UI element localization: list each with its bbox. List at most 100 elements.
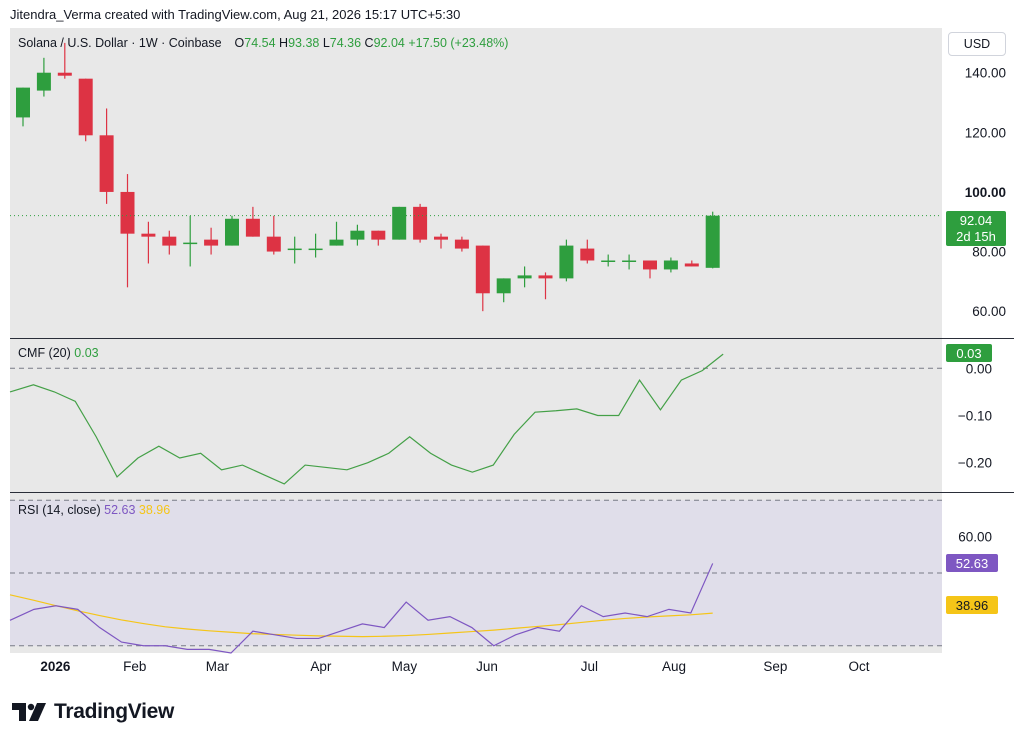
candle-body-6 [141,233,156,237]
price-badge-countdown: 2d 15h [956,229,996,244]
time-axis-bg [10,653,1014,680]
candle-body-1 [36,72,51,91]
candle-body-7 [162,236,177,246]
candle-body-25 [538,275,553,279]
candle-body-8 [183,242,198,245]
rsi-ma-badge: 38.96 [946,596,998,614]
rsi-badge: 52.63 [946,554,998,572]
rsi-legend: RSI (14, close) 52.63 38.96 [18,503,170,517]
candle-body-5 [120,191,135,234]
legend-open-value: 74.54 [244,36,276,50]
candle-body-15 [329,239,344,246]
candle-body-27 [580,248,595,261]
price-tick-1: 120.00 [965,125,1006,140]
rsi-badge-value: 52.63 [956,556,989,571]
cmf-legend-value: 0.03 [74,346,99,360]
legend-symbol[interactable]: Solana / U.S. Dollar · 1W · Coinbase [18,36,222,50]
candle-body-4 [99,135,114,192]
price-tick-3: 80.00 [972,245,1006,260]
candle-body-26 [559,245,574,279]
rsi-ma-badge-bg [946,596,998,614]
rsi-line [9,563,714,654]
candle-body-22 [475,245,490,294]
time-label-0: 2026 [40,659,71,674]
time-label-3: Apr [310,659,332,674]
legend-high-value: 93.38 [288,36,320,50]
legend-l-label: L [322,36,330,50]
rsi-ma-line [9,594,713,638]
candle-body-10 [225,218,239,246]
price-axis: 140.00 120.00 100.00 80.00 60.00 0.00 −0.10 −0.… [958,66,1006,545]
time-axis: 2026 Feb Mar Apr May Jun Jul Aug Sep Oct [40,659,869,674]
candle-body-17 [371,230,386,240]
price-legend: Solana / U.S. Dollar · 1W · Coinbase O74… [18,36,508,50]
rsi-badge-bg [946,554,998,572]
legend-close-value: 92.04 [373,36,405,50]
time-label-7: Aug [662,659,686,674]
cmf-badge-bg [946,344,992,362]
cmf-pane-bg [10,339,942,492]
time-label-1: Feb [123,659,146,674]
tradingview-logo-icon [12,703,46,721]
cmf-tick-2: −0.20 [958,456,992,471]
currency-button[interactable]: USD [948,32,1006,56]
price-tick-4: 60.00 [972,304,1006,319]
candle-body-24 [517,275,532,279]
price-badge-bg [946,211,1006,246]
rsi-band-group [10,499,942,647]
candle-body-20 [434,236,448,240]
candle-body-12 [266,236,281,252]
time-label-6: Jul [581,659,598,674]
legend-c-label: C [364,36,374,50]
rsi-legend-label[interactable]: RSI (14, close) [18,503,101,517]
price-tick-2: 100.00 [965,185,1006,200]
legend-o-label: O [234,36,245,50]
cmf-badge-value: 0.03 [956,346,981,361]
rsi-ma-badge-value: 38.96 [956,598,989,613]
legend-h-label: H [279,36,289,50]
candle-body-3 [78,78,93,136]
candle-body-33 [705,215,720,268]
candle-body-9 [204,239,219,246]
cmf-line [9,353,724,485]
time-label-5: Jun [476,659,498,674]
time-label-8: Sep [763,659,787,674]
candle-body-19 [413,206,428,240]
price-series [10,42,942,312]
candle-body-31 [663,260,678,270]
axis-bg [942,28,1014,653]
candle-body-13 [287,248,302,251]
price-badge-value: 92.04 [960,213,993,228]
cmf-legend-label[interactable]: CMF (20) [18,346,71,360]
cmf-legend: CMF (20) 0.03 [18,346,99,360]
rsi-series [9,563,714,654]
legend-change: +17.50 (+23.48%) [408,36,509,50]
chart-credit: Jitendra_Verma created with TradingView.… [10,7,461,22]
candle-body-0 [16,87,30,118]
candle-body-14 [308,248,323,251]
candle-body-16 [350,230,365,240]
candle-body-23 [496,278,511,294]
footer-brand: TradingView [54,700,175,723]
rsi-tick-0: 60.00 [958,530,992,545]
tradingview-footer: TradingView [12,700,174,724]
legend-low-value: 74.36 [329,36,362,50]
cmf-badge: 0.03 [946,344,992,362]
cmf-tick-1: −0.10 [958,409,992,424]
candle-body-32 [684,263,699,267]
candle-body-11 [245,218,260,237]
candle-body-30 [643,260,657,270]
candle-body-29 [622,260,637,262]
cmf-tick-0: 0.00 [966,361,992,376]
rsi-legend-ma-value: 38.96 [138,503,171,517]
rsi-legend-value: 52.63 [104,503,136,517]
time-label-4: May [392,659,418,674]
cmf-series [9,353,942,485]
time-label-9: Oct [848,659,869,674]
time-label-2: Mar [206,659,230,674]
candle-body-2 [57,72,72,76]
price-badge: 92.04 2d 15h [946,211,1006,246]
candle-body-28 [601,260,616,262]
candle-body-18 [392,206,407,240]
